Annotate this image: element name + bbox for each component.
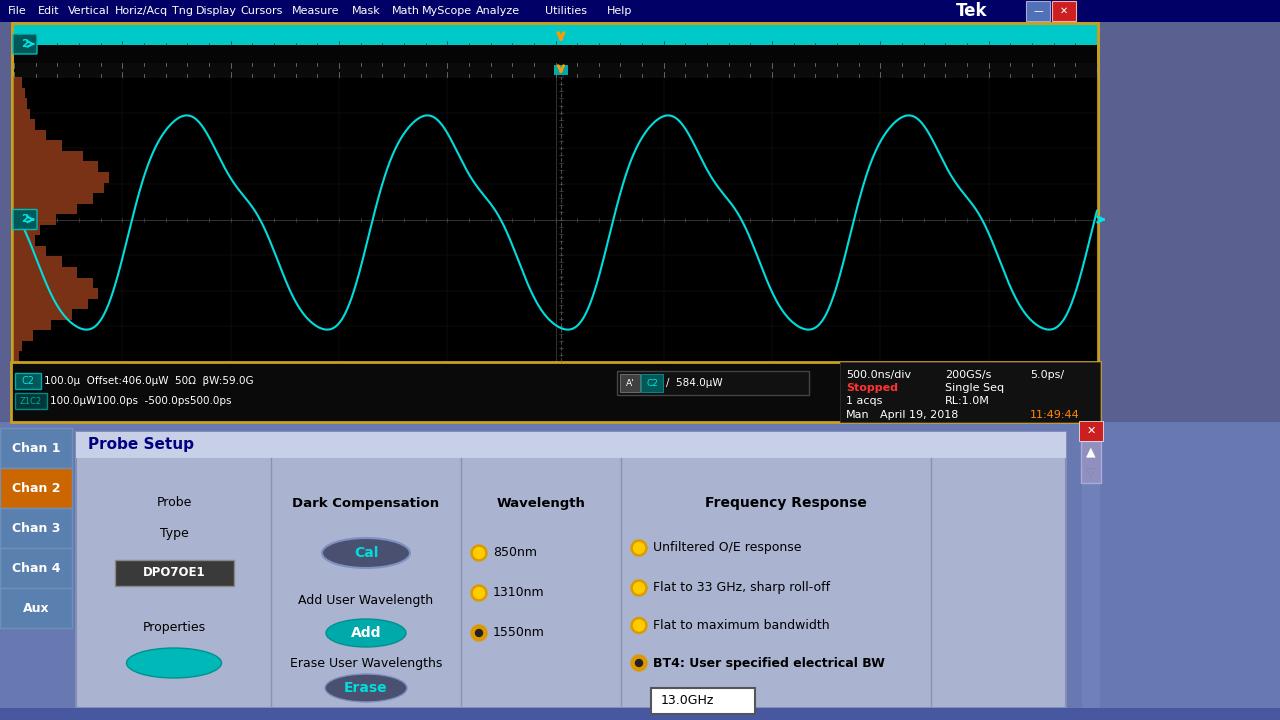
Text: ▲: ▲: [1087, 446, 1096, 459]
Circle shape: [635, 660, 643, 667]
FancyBboxPatch shape: [14, 88, 24, 98]
Circle shape: [634, 620, 645, 631]
FancyBboxPatch shape: [0, 508, 72, 548]
Text: 2: 2: [22, 39, 29, 49]
FancyBboxPatch shape: [14, 330, 33, 341]
Text: ▽: ▽: [1087, 466, 1096, 479]
Circle shape: [474, 547, 485, 559]
FancyBboxPatch shape: [14, 320, 51, 330]
Text: DPO7OE1: DPO7OE1: [142, 567, 205, 580]
FancyBboxPatch shape: [1079, 421, 1103, 441]
Text: —: —: [1033, 6, 1043, 16]
FancyBboxPatch shape: [14, 161, 99, 172]
Text: Probe Setup: Probe Setup: [88, 438, 195, 452]
FancyBboxPatch shape: [12, 22, 1100, 365]
FancyBboxPatch shape: [0, 548, 72, 588]
Text: Unfiltered O/E response: Unfiltered O/E response: [653, 541, 801, 554]
FancyBboxPatch shape: [652, 688, 755, 714]
FancyBboxPatch shape: [1052, 1, 1076, 21]
FancyBboxPatch shape: [12, 362, 1100, 422]
Circle shape: [631, 618, 646, 634]
FancyBboxPatch shape: [14, 98, 27, 109]
FancyBboxPatch shape: [14, 130, 46, 140]
Text: C2: C2: [22, 376, 35, 386]
FancyBboxPatch shape: [14, 77, 23, 88]
Text: Stopped: Stopped: [846, 383, 899, 393]
Text: Display: Display: [196, 6, 237, 16]
Text: 100.0μ  Offset:406.0μW  50Ω  βW:59.0G: 100.0μ Offset:406.0μW 50Ω βW:59.0G: [44, 376, 253, 386]
FancyBboxPatch shape: [13, 34, 37, 54]
FancyBboxPatch shape: [13, 210, 37, 230]
FancyBboxPatch shape: [14, 267, 77, 277]
FancyBboxPatch shape: [14, 341, 23, 351]
Text: Wavelength: Wavelength: [497, 497, 585, 510]
Ellipse shape: [323, 538, 410, 568]
Text: Tek: Tek: [956, 2, 987, 20]
Text: Man: Man: [846, 410, 869, 420]
FancyBboxPatch shape: [76, 432, 1066, 708]
FancyBboxPatch shape: [14, 277, 93, 288]
FancyBboxPatch shape: [14, 183, 104, 193]
FancyBboxPatch shape: [0, 588, 72, 628]
Text: Tng: Tng: [172, 6, 193, 16]
FancyBboxPatch shape: [1027, 1, 1050, 21]
Ellipse shape: [326, 619, 406, 647]
Text: 500.0ns/div: 500.0ns/div: [846, 370, 911, 380]
Text: Single Seq: Single Seq: [945, 383, 1004, 393]
Text: Chan 1: Chan 1: [12, 441, 60, 454]
Circle shape: [634, 582, 645, 593]
Text: Chan 3: Chan 3: [12, 521, 60, 534]
Text: Chan 4: Chan 4: [12, 562, 60, 575]
FancyBboxPatch shape: [0, 0, 1280, 22]
Text: ✕: ✕: [1060, 6, 1068, 16]
Text: C2: C2: [646, 379, 658, 387]
FancyBboxPatch shape: [641, 374, 663, 392]
FancyBboxPatch shape: [0, 422, 1280, 720]
Text: 1550nm: 1550nm: [493, 626, 545, 639]
FancyBboxPatch shape: [14, 215, 56, 225]
Text: Z1C2: Z1C2: [20, 397, 42, 405]
Text: MyScope: MyScope: [422, 6, 472, 16]
Text: Dark Compensation: Dark Compensation: [292, 497, 439, 510]
Text: 200GS/s: 200GS/s: [945, 370, 992, 380]
FancyBboxPatch shape: [14, 246, 46, 256]
FancyBboxPatch shape: [76, 432, 1066, 458]
FancyBboxPatch shape: [0, 708, 1280, 720]
FancyBboxPatch shape: [840, 362, 1100, 422]
FancyBboxPatch shape: [14, 25, 1097, 45]
Ellipse shape: [325, 674, 407, 702]
Text: Aux: Aux: [23, 601, 50, 614]
Text: Analyze: Analyze: [476, 6, 520, 16]
Circle shape: [631, 540, 646, 556]
FancyBboxPatch shape: [14, 151, 83, 161]
Text: BT4: User specified electrical BW: BT4: User specified electrical BW: [653, 657, 884, 670]
Circle shape: [631, 580, 646, 596]
Circle shape: [471, 625, 486, 641]
Text: Mask: Mask: [352, 6, 380, 16]
FancyBboxPatch shape: [14, 256, 61, 267]
Text: Cal: Cal: [353, 546, 378, 560]
FancyBboxPatch shape: [14, 172, 109, 183]
FancyBboxPatch shape: [14, 351, 19, 362]
Text: File: File: [8, 6, 27, 16]
FancyBboxPatch shape: [1082, 441, 1101, 483]
FancyBboxPatch shape: [14, 25, 1097, 362]
Text: 13.0GHz: 13.0GHz: [660, 694, 714, 707]
FancyBboxPatch shape: [15, 393, 47, 409]
Text: April 19, 2018: April 19, 2018: [881, 410, 959, 420]
FancyBboxPatch shape: [14, 225, 41, 235]
Text: 1 acqs: 1 acqs: [846, 396, 882, 406]
Text: 2: 2: [22, 215, 29, 225]
FancyBboxPatch shape: [15, 373, 41, 389]
Text: Measure: Measure: [292, 6, 339, 16]
Text: Help: Help: [607, 6, 632, 16]
Text: 5.0ps/: 5.0ps/: [1030, 370, 1064, 380]
Text: Probe: Probe: [156, 497, 192, 510]
Text: Flat to maximum bandwidth: Flat to maximum bandwidth: [653, 619, 829, 632]
FancyBboxPatch shape: [617, 371, 809, 395]
Text: 850nm: 850nm: [493, 546, 538, 559]
FancyBboxPatch shape: [14, 309, 72, 320]
Text: Erase User Wavelengths: Erase User Wavelengths: [289, 657, 442, 670]
Text: Cursors: Cursors: [241, 6, 283, 16]
